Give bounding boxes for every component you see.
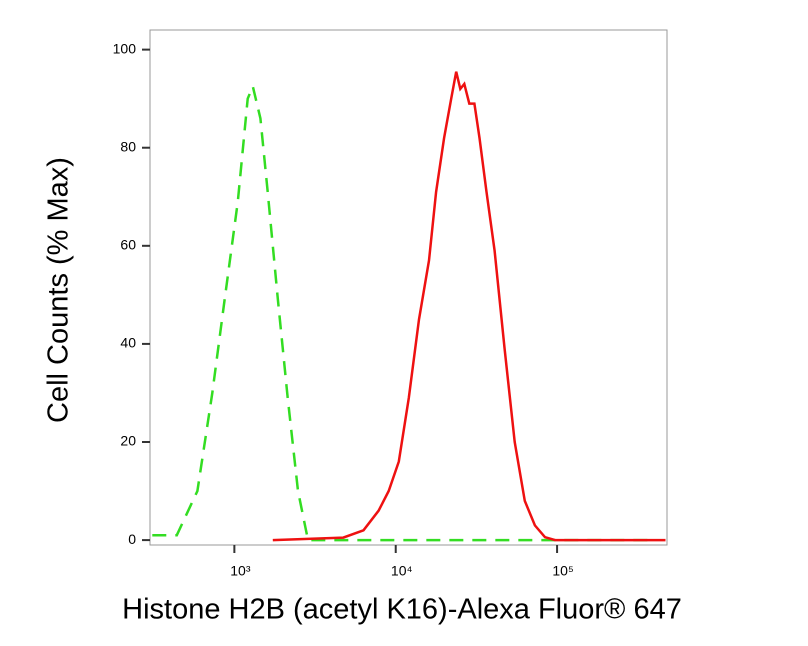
y-tick-label: 100 [113,40,137,56]
x-tick-label: 10⁴ [391,563,413,579]
y-axis-title: Cell Counts (% Max) [43,157,75,423]
y-tick-label: 80 [120,138,136,154]
x-tick-label: 10³ [230,563,251,579]
y-tick-label: 60 [120,237,136,253]
y-tick-label: 0 [128,531,136,547]
x-tick-label: 10⁵ [552,563,573,579]
series-line [152,82,655,542]
plot-frame [149,29,668,546]
y-tick-label: 40 [120,335,136,351]
series-line [272,71,666,542]
y-tick-label: 20 [120,433,136,449]
x-axis-title: Histone H2B (acetyl K16)-Alexa Fluor® 64… [122,594,682,626]
